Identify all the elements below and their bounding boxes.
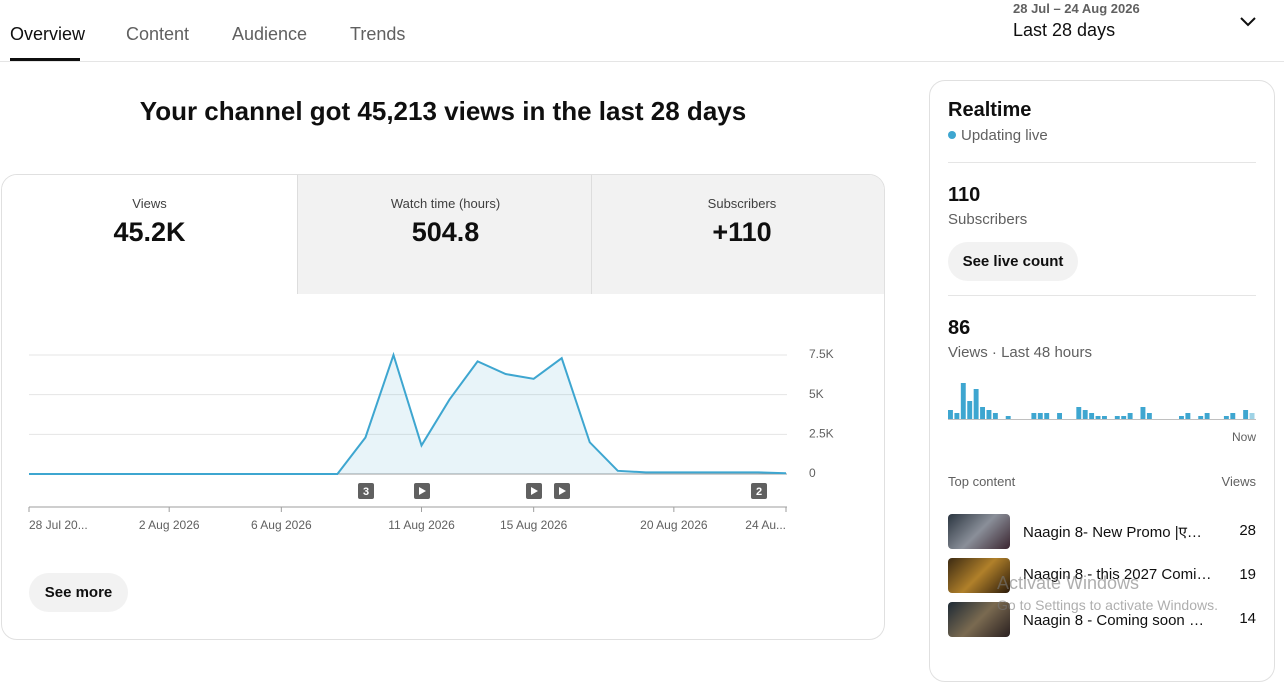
chart: 0 2.5K 5K 7.5K 28 Jul 20... 2 Aug 2026 6 Aug 2… xyxy=(28,347,834,532)
views-label: Views · Last 48 hours xyxy=(948,344,1092,361)
x-tick-label: 2 Aug 2026 xyxy=(139,518,200,532)
tab[interactable]: Overview xyxy=(10,24,86,44)
live-status: Updating live xyxy=(961,127,1048,144)
thumbnail[interactable] xyxy=(948,602,1010,637)
line xyxy=(29,351,787,475)
bar xyxy=(1243,410,1249,419)
x-tick-label: 15 Aug 2026 xyxy=(500,518,568,532)
date-range: 28 Jul – 24 Aug 2026 xyxy=(1013,1,1140,16)
play-icon xyxy=(419,487,426,495)
bar xyxy=(1198,416,1204,419)
bar xyxy=(1179,416,1184,419)
y-tick-label: 7.5K xyxy=(809,347,834,361)
metric-label: Subscribers xyxy=(707,196,777,211)
metric-tab[interactable]: Views 45.2K xyxy=(2,175,297,294)
video-views: 28 xyxy=(1239,522,1256,539)
realtime-title: Realtime xyxy=(948,99,1032,121)
video-views: 14 xyxy=(1239,610,1256,627)
bar xyxy=(1102,416,1107,419)
bar xyxy=(1249,413,1255,419)
bar xyxy=(954,413,960,419)
bar xyxy=(1146,413,1152,419)
x-tick-label: 28 Jul 20... xyxy=(29,518,88,532)
live-count-button[interactable]: See live count xyxy=(948,242,1078,281)
date-label[interactable]: Last 28 days xyxy=(1013,20,1116,40)
bar xyxy=(1082,410,1088,419)
metric-value: 504.8 xyxy=(411,217,480,247)
subscriber-label: Subscribers xyxy=(948,211,1028,228)
bar xyxy=(1230,413,1236,419)
x-tick-label: 11 Aug 2026 xyxy=(388,518,455,532)
dropdown-icon[interactable] xyxy=(1238,14,1258,30)
divider xyxy=(948,295,1256,296)
bar xyxy=(1140,407,1146,419)
bar xyxy=(1076,407,1082,419)
bar xyxy=(980,407,985,419)
area xyxy=(29,355,786,474)
event-marker xyxy=(358,483,374,499)
bar xyxy=(1114,416,1120,419)
watermark-title: Activate Windows xyxy=(997,573,1140,593)
play-icon xyxy=(531,487,538,495)
metric-tab[interactable]: Watch time (hours) 504.8 xyxy=(297,175,593,294)
bar xyxy=(973,389,979,419)
play-icon xyxy=(559,487,566,495)
chart-card: Views 45.2K Watch time (hours) 504.8 Subsc… xyxy=(1,174,885,640)
event-marker-label: 3 xyxy=(363,486,369,498)
views-48h-chart xyxy=(948,383,1256,420)
video-title[interactable]: Naagin 8- New Promo |एक पल में xyxy=(1023,524,1213,541)
subscriber-count: 110 xyxy=(948,184,981,206)
video-views: 19 xyxy=(1239,566,1256,583)
bar xyxy=(1121,416,1127,419)
bar xyxy=(986,410,992,419)
divider xyxy=(948,162,1256,163)
metric-label: Watch time (hours) xyxy=(390,196,501,211)
tab-underline xyxy=(10,58,80,61)
x-tick-label: 24 Au... xyxy=(745,518,786,532)
headline: Your channel got 45,213 views in the las… xyxy=(139,96,747,126)
metric-value: 45.2K xyxy=(113,217,186,247)
y-tick-label: 2.5K xyxy=(809,427,834,441)
thumbnail[interactable] xyxy=(948,558,1010,593)
watermark-text: Go to Settings to activate Windows. xyxy=(997,597,1218,613)
now-label: Now xyxy=(1231,430,1256,444)
bar xyxy=(1185,413,1191,419)
bar xyxy=(1223,416,1229,419)
bar xyxy=(1031,413,1037,419)
event-marker xyxy=(751,483,767,499)
metric-value: +110 xyxy=(712,217,772,247)
x-tick-label: 6 Aug 2026 xyxy=(251,518,312,532)
bar xyxy=(1204,413,1210,419)
x-tick-label: 20 Aug 2026 xyxy=(640,518,708,532)
tab[interactable]: Trends xyxy=(350,24,406,44)
thumbnail[interactable] xyxy=(948,514,1010,549)
bar xyxy=(1095,416,1101,419)
bar xyxy=(1057,413,1062,419)
views-header: Views xyxy=(1221,474,1256,489)
metric-label: Views xyxy=(132,196,167,211)
video-title[interactable]: Naagin 8 - Coming soon जल्द xyxy=(1023,612,1213,629)
event-marker-label: 2 xyxy=(756,486,762,498)
bar xyxy=(1005,416,1011,419)
bar xyxy=(1037,413,1043,419)
metric-tab[interactable]: Subscribers +110 xyxy=(591,175,884,294)
live-dot xyxy=(948,131,956,139)
top-content-title: Top content xyxy=(948,474,1016,489)
bar xyxy=(960,383,966,419)
y-tick-label: 5K xyxy=(809,387,824,401)
tab[interactable]: Audience xyxy=(232,24,308,44)
tab[interactable]: Content xyxy=(126,24,190,44)
y-tick-label: 0 xyxy=(809,466,816,480)
bar xyxy=(1127,413,1133,419)
see-more-button[interactable]: See more xyxy=(29,573,128,612)
bar xyxy=(1044,413,1050,419)
bar xyxy=(1089,413,1095,419)
bar xyxy=(967,401,973,419)
nav-border xyxy=(0,61,1284,62)
bar xyxy=(992,413,998,419)
bar xyxy=(948,410,953,419)
views-count: 86 xyxy=(948,317,971,339)
